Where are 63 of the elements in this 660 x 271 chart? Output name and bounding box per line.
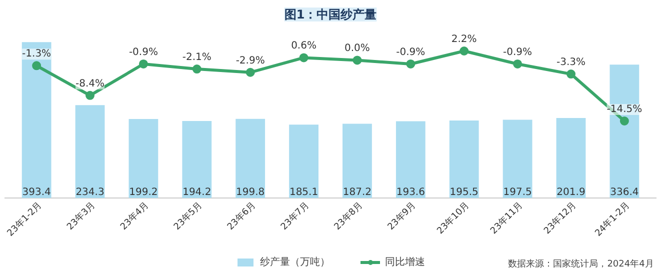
data-label: 197.5 bbox=[503, 187, 532, 198]
x-tick-label: 23年1-2月 bbox=[5, 200, 44, 239]
data-label: 199.2 bbox=[129, 187, 158, 198]
data-label: -0.9% bbox=[396, 46, 426, 58]
legend-label: 同比增速 bbox=[385, 256, 425, 269]
point bbox=[86, 90, 95, 100]
bar bbox=[182, 121, 212, 198]
data-label: -0.9% bbox=[128, 46, 158, 58]
data-label: 336.4 bbox=[610, 187, 639, 198]
data-label: -2.9% bbox=[236, 55, 265, 66]
data-label: -3.3% bbox=[556, 57, 586, 68]
bar bbox=[449, 120, 479, 198]
point bbox=[406, 60, 416, 68]
x-tick-label: 23年11月 bbox=[488, 200, 526, 236]
data-label: 195.5 bbox=[450, 187, 478, 198]
data-label: 234.3 bbox=[76, 187, 104, 198]
source-note: 数据来源：国家统计局，2024年4月 bbox=[508, 258, 654, 270]
point bbox=[138, 60, 148, 68]
data-label: 393.4 bbox=[22, 187, 51, 198]
point bbox=[299, 53, 308, 62]
bar bbox=[342, 124, 372, 198]
data-label: 0.6% bbox=[291, 40, 316, 52]
data-label: 201.9 bbox=[556, 187, 586, 198]
point bbox=[246, 68, 255, 77]
point bbox=[566, 70, 576, 79]
bar bbox=[22, 42, 52, 198]
point bbox=[460, 46, 469, 56]
data-label: 2.2% bbox=[451, 34, 477, 45]
data-label: -14.5% bbox=[606, 104, 642, 115]
x-tick-label: 23年7月 bbox=[278, 200, 312, 232]
point bbox=[620, 116, 629, 126]
bar bbox=[556, 118, 586, 198]
data-label: -8.4% bbox=[76, 78, 105, 90]
data-label: 0.0% bbox=[344, 43, 370, 54]
point bbox=[192, 64, 202, 74]
x-tick-label: 23年5月 bbox=[172, 200, 204, 232]
data-label: 187.2 bbox=[342, 187, 372, 198]
data-label: 194.2 bbox=[182, 187, 212, 198]
x-tick-label: 24年1-2月 bbox=[592, 200, 632, 239]
x-tick-label: 23年3月 bbox=[64, 200, 98, 232]
x-tick-label: 23年12月 bbox=[542, 200, 579, 236]
data-label: 185.1 bbox=[289, 187, 318, 198]
bar bbox=[236, 118, 266, 198]
point bbox=[32, 61, 42, 70]
bar bbox=[502, 120, 532, 198]
chart-title: 图1：中国纱产量 bbox=[284, 8, 377, 22]
x-tick-label: 23年8月 bbox=[332, 200, 365, 232]
data-label: -0.9% bbox=[503, 46, 532, 58]
bar bbox=[128, 119, 158, 198]
x-tick-label: 23年6月 bbox=[225, 200, 258, 232]
bar bbox=[396, 121, 426, 198]
x-tick-label: 23年10月 bbox=[434, 200, 472, 236]
bar bbox=[75, 105, 105, 198]
data-label: 199.8 bbox=[236, 187, 265, 198]
legend-label: 纱产量（万吨） bbox=[260, 256, 330, 269]
data-label: -2.1% bbox=[182, 52, 212, 64]
x-tick-label: 23年4月 bbox=[118, 200, 151, 232]
point bbox=[513, 60, 522, 68]
point bbox=[352, 56, 362, 65]
bar bbox=[289, 124, 318, 198]
data-label: -1.3% bbox=[22, 48, 52, 60]
x-tick-label: 23年9月 bbox=[386, 200, 418, 232]
data-label: 193.6 bbox=[396, 187, 425, 198]
